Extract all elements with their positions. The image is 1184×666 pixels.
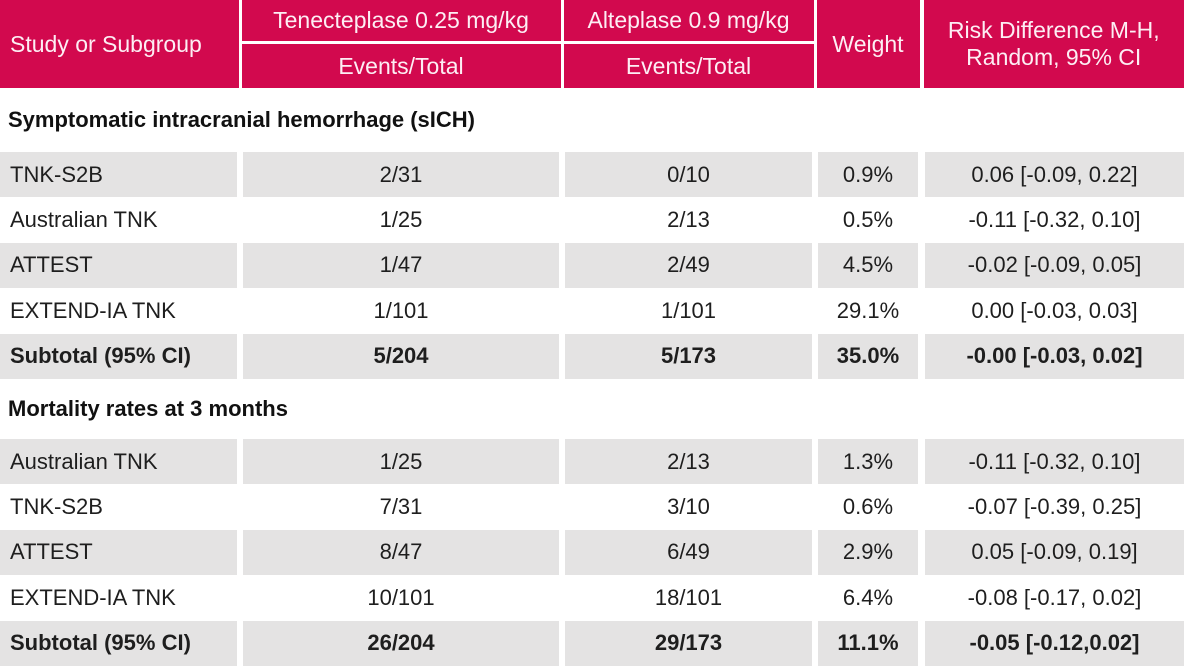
table-row: EXTEND-IA TNK 10/101 18/101 6.4% -0.08 [… (0, 575, 1184, 620)
risk-difference-cell: 0.06 [-0.09, 0.22] (925, 152, 1184, 198)
risk-difference-cell: -0.07 [-0.39, 0.25] (967, 494, 1142, 520)
risk-difference-cell: 0.00 [-0.03, 0.03] (971, 297, 1138, 323)
alteplase-events-cell: 18/101 (654, 584, 723, 610)
alteplase-events-cell: 1/101 (660, 297, 717, 323)
tenecteplase-events-cell: 5/204 (243, 333, 559, 379)
risk-difference-cell: -0.05 [-0.12,0.02] (925, 620, 1184, 666)
weight-cell: 0.9% (818, 152, 918, 198)
table-row: Australian TNK 1/25 2/13 1.3% -0.11 [-0.… (0, 438, 1184, 485)
section-title-mortality: Mortality rates at 3 months (8, 395, 288, 421)
tenecteplase-events-cell: 1/25 (243, 438, 559, 485)
section-title-sich: Symptomatic intracranial hemorrhage (sIC… (8, 107, 476, 132)
tenecteplase-events-cell: 26/204 (243, 620, 559, 666)
alteplase-events-cell: 2/13 (565, 438, 812, 485)
alteplase-events-cell: 5/173 (565, 333, 812, 379)
table-row: TNK-S2B 2/31 0/10 0.9% 0.06 [-0.09, 0.22… (0, 152, 1184, 198)
study-cell: Australian TNK (10, 207, 158, 233)
column-header-risk-difference: Risk Difference M-H, Random, 95% CI (923, 0, 1184, 88)
weight-cell: 6.4% (842, 584, 894, 610)
weight-cell: 29.1% (836, 297, 900, 323)
risk-difference-cell: -0.08 [-0.17, 0.02] (967, 584, 1142, 610)
alteplase-events-cell: 3/10 (667, 494, 710, 520)
tenecteplase-events-cell: 1/25 (379, 207, 423, 233)
alteplase-events-cell: 2/49 (565, 242, 812, 289)
study-cell: ATTEST (0, 242, 237, 289)
study-cell: TNK-S2B (10, 494, 103, 520)
weight-cell: 4.5% (818, 242, 918, 289)
study-cell: Subtotal (95% CI) (0, 620, 237, 666)
tenecteplase-events-cell: 1/101 (373, 297, 429, 323)
column-header-weight: Weight (816, 0, 920, 88)
weight-cell: 0.5% (842, 207, 894, 233)
study-cell: EXTEND-IA TNK (10, 584, 176, 610)
column-subheader-tenecteplase-events-total: Events/Total (241, 44, 561, 88)
table-row: EXTEND-IA TNK 1/101 1/101 29.1% 0.00 [-0… (0, 288, 1184, 333)
study-cell: Subtotal (95% CI) (0, 333, 237, 379)
weight-cell: 0.6% (842, 494, 894, 520)
study-cell: ATTEST (0, 529, 237, 576)
column-subheader-alteplase-events-total: Events/Total (563, 44, 814, 88)
tenecteplase-events-cell: 2/31 (243, 152, 559, 198)
alteplase-events-cell: 0/10 (565, 152, 812, 198)
tenecteplase-events-cell: 10/101 (367, 584, 435, 610)
table-row: ATTEST 1/47 2/49 4.5% -0.02 [-0.09, 0.05… (0, 242, 1184, 289)
table-row: ATTEST 8/47 6/49 2.9% 0.05 [-0.09, 0.19] (0, 529, 1184, 576)
table-header-row: Study or Subgroup Tenecteplase 0.25 mg/k… (0, 0, 1184, 88)
risk-difference-cell: 0.05 [-0.09, 0.19] (925, 529, 1184, 576)
study-cell: TNK-S2B (0, 152, 237, 198)
alteplase-events-cell: 29/173 (565, 620, 812, 666)
column-header-tenecteplase: Tenecteplase 0.25 mg/kg (241, 0, 561, 44)
risk-difference-cell: -0.02 [-0.09, 0.05] (925, 242, 1184, 289)
risk-difference-cell: -0.11 [-0.32, 0.10] (968, 207, 1141, 233)
table-row: Australian TNK 1/25 2/13 0.5% -0.11 [-0.… (0, 197, 1184, 242)
subtotal-row: Subtotal (95% CI) 5/204 5/173 35.0% -0.0… (0, 333, 1184, 379)
column-header-study: Study or Subgroup (0, 0, 239, 88)
subtotal-row: Subtotal (95% CI) 26/204 29/173 11.1% -0… (0, 620, 1184, 666)
column-header-alteplase: Alteplase 0.9 mg/kg (563, 0, 814, 44)
risk-difference-header-line2: Random, 95% CI (966, 44, 1142, 70)
alteplase-events-cell: 2/13 (667, 207, 710, 233)
tenecteplase-events-cell: 1/47 (243, 242, 559, 289)
risk-difference-cell: -0.11 [-0.32, 0.10] (925, 438, 1184, 485)
weight-cell: 11.1% (818, 620, 918, 666)
weight-cell: 2.9% (818, 529, 918, 576)
study-cell: EXTEND-IA TNK (10, 297, 176, 323)
tenecteplase-events-cell: 8/47 (243, 529, 559, 576)
weight-cell: 1.3% (818, 438, 918, 485)
tenecteplase-events-cell: 7/31 (379, 494, 423, 520)
risk-difference-cell: -0.00 [-0.03, 0.02] (925, 333, 1184, 379)
weight-cell: 35.0% (818, 333, 918, 379)
risk-difference-header-line1: Risk Difference M-H, (947, 17, 1160, 43)
alteplase-events-cell: 6/49 (565, 529, 812, 576)
table-row: TNK-S2B 7/31 3/10 0.6% -0.07 [-0.39, 0.2… (0, 484, 1184, 529)
study-cell: Australian TNK (0, 438, 237, 485)
